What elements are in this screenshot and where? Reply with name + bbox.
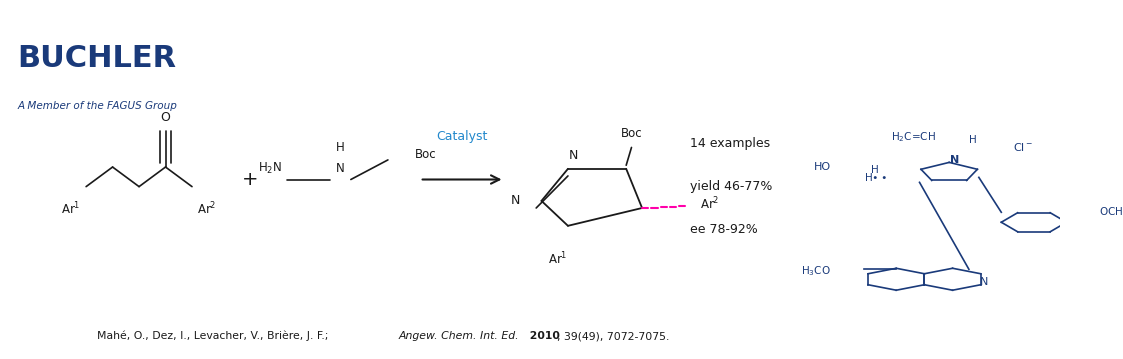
Text: H: H [969, 135, 977, 145]
Text: N: N [979, 277, 988, 287]
Text: Angew. Chem. Int. Ed.: Angew. Chem. Int. Ed. [399, 331, 519, 341]
Text: A Member of the FAGUS Group: A Member of the FAGUS Group [17, 101, 177, 111]
Text: Boc: Boc [414, 148, 436, 161]
Text: H: H [871, 165, 879, 176]
Text: H$_2$C=CH: H$_2$C=CH [892, 131, 935, 144]
Text: H$\bullet\bullet$: H$\bullet\bullet$ [864, 171, 886, 183]
Text: N: N [568, 149, 578, 162]
Text: Mahé, O., Dez, I., Levacher, V., Brière, J. F.;: Mahé, O., Dez, I., Levacher, V., Brière,… [97, 331, 331, 341]
Text: yield 46-77%: yield 46-77% [690, 180, 773, 193]
Text: H$_3$CO: H$_3$CO [802, 264, 831, 278]
Text: Catalyst: Catalyst [437, 130, 487, 143]
Text: HO: HO [813, 162, 831, 172]
Text: N: N [511, 194, 520, 208]
Text: H: H [336, 141, 345, 154]
Text: N: N [950, 155, 960, 165]
Text: 14 examples: 14 examples [690, 137, 770, 150]
Text: O: O [161, 111, 171, 123]
Text: Boc: Boc [621, 127, 642, 140]
Text: Cl$^-$: Cl$^-$ [1013, 141, 1033, 153]
Text: Ar$^2$: Ar$^2$ [198, 201, 217, 218]
Text: H$_2$N: H$_2$N [258, 161, 282, 176]
Text: Ar$^1$: Ar$^1$ [548, 251, 567, 267]
Text: +: + [241, 170, 258, 189]
Text: Ar$^1$: Ar$^1$ [62, 201, 81, 218]
Text: Ar$^2$: Ar$^2$ [701, 196, 720, 213]
Text: BUCHLER: BUCHLER [17, 44, 176, 73]
Text: N: N [336, 162, 345, 175]
Text: OCH$_3$: OCH$_3$ [1099, 205, 1123, 219]
Text: , 39(49), 7072-7075.: , 39(49), 7072-7075. [557, 331, 669, 341]
Text: ee 78-92%: ee 78-92% [690, 223, 758, 236]
Text: 2010: 2010 [526, 331, 559, 341]
